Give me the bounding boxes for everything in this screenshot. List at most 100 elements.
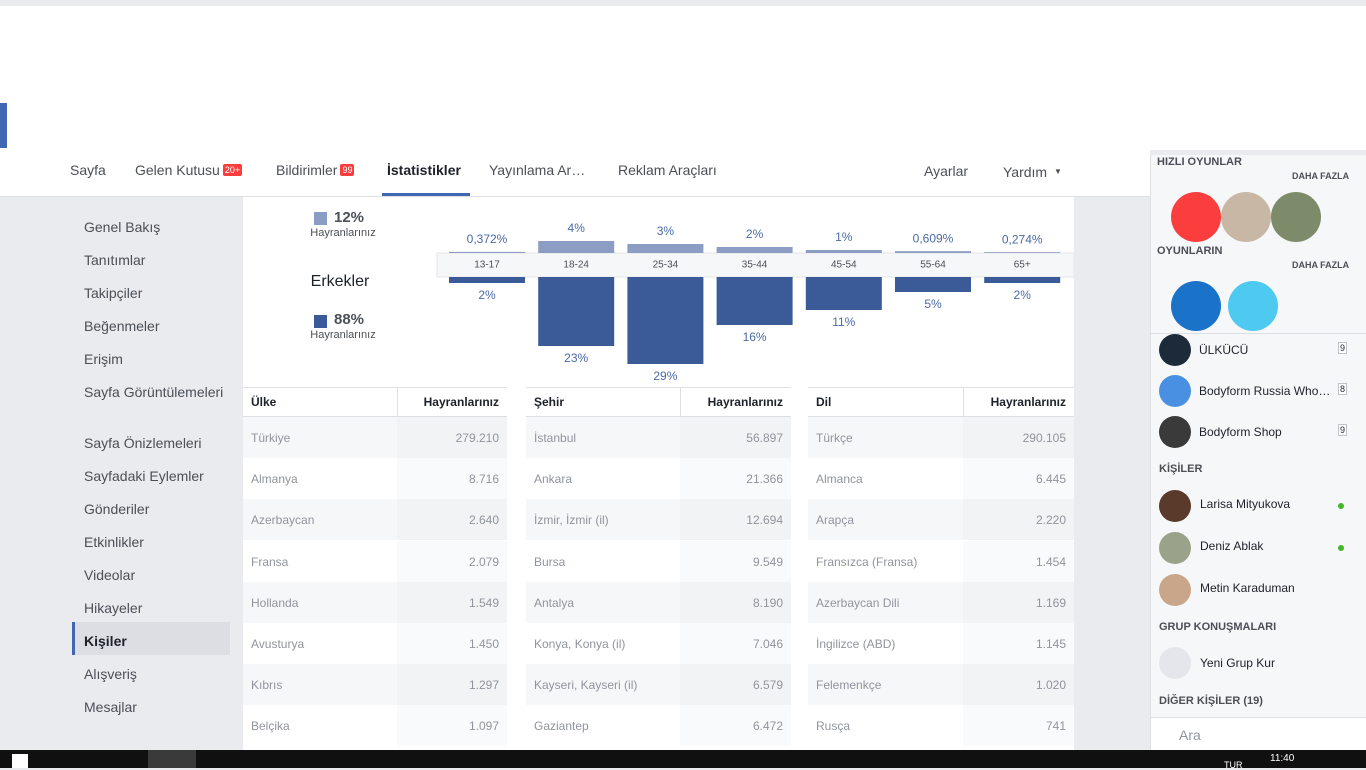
women-value-label: 0,372% [467, 232, 508, 246]
row-value: 21.366 [746, 472, 783, 487]
women-caption: Hayranlarınız [310, 227, 375, 239]
value-cell-bg [680, 540, 791, 582]
women-bar [805, 250, 882, 253]
table-header-bg [526, 387, 791, 417]
col-divider [963, 387, 964, 417]
women-value-label: 0,274% [1002, 232, 1043, 246]
women-value-label: 1% [835, 230, 853, 244]
value-cell-bg [397, 705, 507, 747]
tab[interactable]: Gelen Kutusu 20+ [135, 162, 243, 178]
contact-row[interactable]: Larisa Mityukova [1151, 487, 1366, 525]
tab-label: Yayınlama Ar… [489, 162, 586, 178]
nav-item[interactable]: Beğenmeler [84, 318, 160, 334]
row-label: Ankara [534, 472, 573, 487]
search-box[interactable]: Ara [1151, 717, 1366, 750]
tab[interactable]: Reklam Araçları [618, 162, 717, 178]
value-cell-bg [397, 623, 507, 664]
unread-count: 9 [1338, 342, 1347, 354]
taskbar-chrome[interactable] [148, 750, 196, 768]
page-row[interactable]: Bodyform Shop 9 [1151, 412, 1366, 452]
tab[interactable]: Yayınlama Ar… [489, 162, 585, 178]
tab[interactable]: Bildirimler 99 [276, 162, 355, 178]
nav-item[interactable]: Tanıtımlar [84, 252, 146, 268]
nav-item[interactable]: Etkinlikler [84, 534, 144, 550]
game-icon[interactable] [1228, 281, 1278, 331]
row-label: Bursa [534, 554, 566, 569]
nav-item[interactable]: Kişiler [84, 633, 127, 649]
avatar [1159, 490, 1191, 522]
value-cell-bg [963, 581, 1074, 623]
row-label: İstanbul [534, 431, 577, 445]
men-bar [984, 277, 1061, 283]
tab-label: Bildirimler [276, 162, 338, 178]
row-value: 8.716 [468, 472, 499, 487]
nav-item[interactable]: Sayfa Görüntülemeleri [84, 384, 224, 400]
men-bar [627, 277, 704, 364]
nav-item[interactable]: Hikayeler [84, 600, 143, 616]
contact-row[interactable]: Metin Karaduman [1151, 571, 1366, 609]
row-value: 1.145 [1035, 637, 1066, 651]
new-group-row[interactable]: Yeni Grup Kur [1151, 645, 1366, 681]
value-cell-bg [963, 540, 1074, 582]
row-label: Almanca [816, 472, 863, 487]
nav-item[interactable]: Alışveriş [84, 666, 137, 682]
value-cell-bg [963, 664, 1074, 706]
row-label: Konya, Konya (il) [534, 637, 626, 651]
value-cell-bg [680, 623, 791, 664]
men-value-label: 2% [478, 288, 496, 302]
more-link[interactable]: DAHA FAZLA [1292, 260, 1350, 270]
row-value: 12.694 [746, 513, 783, 528]
nav-item[interactable]: Takipçiler [84, 285, 143, 301]
nav-item[interactable]: Erişim [84, 351, 123, 367]
avatar [1159, 416, 1191, 448]
help-link[interactable]: Yardım [1003, 164, 1048, 180]
women-value-label: 0,609% [913, 231, 954, 245]
row-label: Türkçe [816, 431, 853, 445]
col-divider [680, 387, 681, 417]
nav-item[interactable]: Sayfa Önizlemeleri [84, 435, 202, 451]
age-label: 18-24 [563, 260, 589, 271]
game-icon[interactable] [1171, 281, 1221, 331]
men-value-label: 5% [924, 297, 942, 311]
nav-item[interactable]: Gönderiler [84, 501, 150, 517]
column-header: Hayranlarınız [990, 395, 1066, 409]
settings-link[interactable]: Ayarlar [924, 163, 969, 179]
nav-item[interactable]: Sayfadaki Eylemler [84, 468, 204, 484]
browser-edge [0, 0, 1366, 6]
row-value: 2.079 [468, 554, 499, 569]
contact-row[interactable]: Deniz Ablak [1151, 529, 1366, 567]
value-cell-bg [963, 623, 1074, 664]
row-value: 6.445 [1035, 472, 1066, 487]
top-area [0, 0, 1366, 150]
women-bar [627, 244, 704, 253]
row-label: Almanya [251, 472, 298, 487]
men-bar [895, 277, 971, 292]
row-value: 1.450 [468, 637, 499, 651]
game-icon[interactable] [1271, 192, 1321, 242]
tab[interactable]: İstatistikler [387, 162, 461, 178]
value-cell-bg [680, 458, 791, 500]
search-placeholder: Ara [1179, 727, 1201, 743]
men-bar [805, 277, 882, 310]
men-caption: Hayranlarınız [310, 329, 375, 341]
column-header: Ülke [251, 395, 277, 409]
row-value: 1.020 [1035, 678, 1066, 693]
section-title: OYUNLARIN [1157, 245, 1223, 257]
tab[interactable]: Sayfa [70, 162, 106, 178]
start-button[interactable] [12, 754, 28, 768]
game-icon[interactable] [1171, 192, 1221, 242]
row-label: Avusturya [251, 637, 305, 651]
nav-item[interactable]: Videolar [84, 567, 136, 583]
page-row[interactable]: ÜLKÜCÜ 9 [1151, 330, 1366, 370]
more-link[interactable]: DAHA FAZLA [1292, 171, 1350, 181]
nav-item[interactable]: Mesajlar [84, 699, 137, 715]
row-label: İzmir, İzmir (il) [534, 513, 609, 528]
row-value: 6.579 [752, 678, 783, 693]
row-label: Kıbrıs [251, 678, 283, 693]
nav-item[interactable]: Genel Bakış [84, 219, 161, 235]
tab-label: İstatistikler [387, 162, 461, 178]
column-header: Hayranlarınız [707, 395, 783, 409]
game-icon[interactable] [1221, 192, 1271, 242]
women-bar [538, 241, 615, 253]
page-row[interactable]: Bodyform Russia Who… 8 [1151, 371, 1366, 411]
